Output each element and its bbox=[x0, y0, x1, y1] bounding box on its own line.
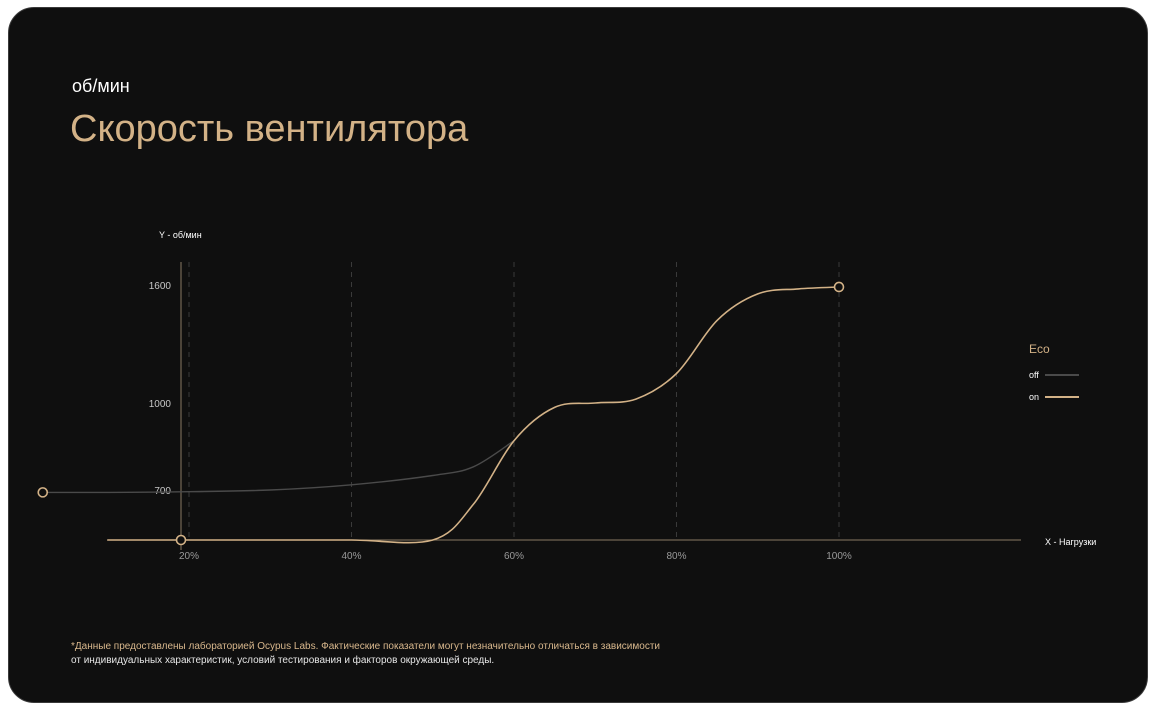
legend-label-off: off bbox=[1029, 370, 1039, 380]
grid-layer bbox=[188, 262, 840, 540]
chart-unit-label: об/мин bbox=[72, 76, 130, 96]
points-layer bbox=[37, 281, 845, 546]
y-tick-label: 1000 bbox=[149, 399, 172, 410]
footnote: *Данные предоставлены лабораторией Ocypu… bbox=[71, 640, 831, 668]
series-line-on bbox=[106, 286, 840, 544]
y-axis-title: Y - об/мин bbox=[159, 230, 202, 240]
x-tick-label: 20% bbox=[179, 551, 199, 562]
y-tick-label: 1600 bbox=[149, 281, 172, 292]
x-tick-label: 40% bbox=[341, 551, 361, 562]
chart-title: Скорость вентилятора bbox=[70, 108, 469, 150]
x-tick-label: 60% bbox=[504, 551, 524, 562]
series-start-marker-off bbox=[37, 487, 49, 498]
x-tick-label: 100% bbox=[826, 551, 852, 562]
x-axis-title: X - Нагрузки bbox=[1045, 537, 1096, 547]
axes-layer: Y - об/мин X - Нагрузки bbox=[159, 230, 1096, 550]
series-end-marker-on bbox=[833, 281, 845, 293]
legend: Eco off on bbox=[1029, 342, 1079, 402]
series-line-off bbox=[42, 440, 515, 494]
legend-label-on: on bbox=[1029, 392, 1039, 402]
footnote-line-2: от индивидуальных характеристик, условий… bbox=[71, 655, 495, 666]
x-tick-label: 80% bbox=[666, 551, 686, 562]
origin-marker bbox=[175, 534, 187, 546]
legend-title: Eco bbox=[1029, 342, 1050, 356]
chart-card: об/мин Скорость вентилятора Y - об/мин X… bbox=[8, 7, 1148, 703]
footnote-line-1: *Данные предоставлены лабораторией Ocypu… bbox=[71, 641, 660, 652]
series-layer bbox=[42, 286, 840, 544]
fan-speed-chart: Y - об/мин X - Нагрузки 20% 40% 60% 80% 100%… bbox=[37, 230, 1096, 562]
